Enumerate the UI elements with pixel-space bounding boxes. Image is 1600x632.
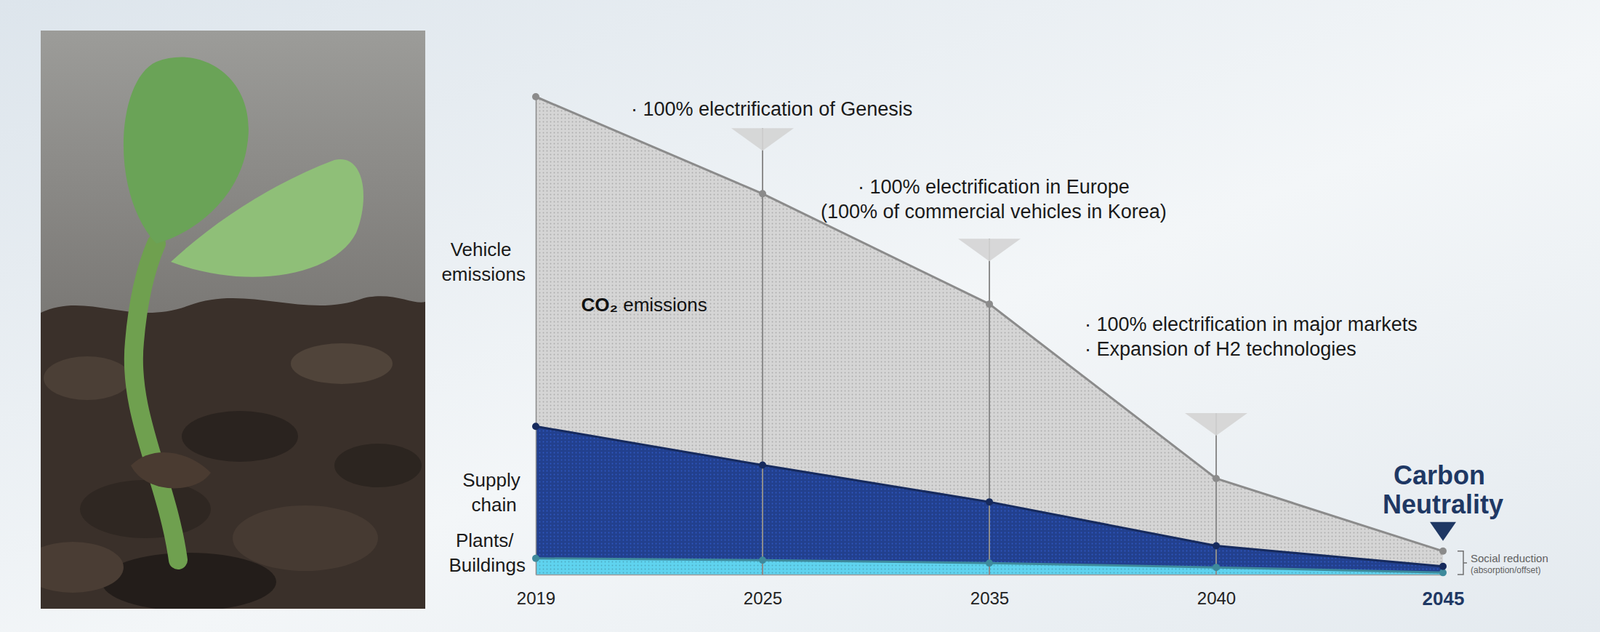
background [0, 0, 1600, 632]
y-axis-line [535, 97, 538, 576]
annotations: · 100% electrification of Genesis · 100% … [630, 98, 1418, 575]
x-tick-label: 2045 [1422, 587, 1465, 610]
x-tick: 2040 [1197, 574, 1236, 608]
point [1212, 474, 1220, 482]
sprout-stem [133, 243, 179, 560]
milestone-line [1215, 412, 1217, 575]
point [1439, 547, 1447, 555]
point [985, 497, 994, 506]
point [532, 554, 540, 562]
point [532, 93, 540, 101]
x-tick: 2045 [1422, 574, 1465, 610]
point [1212, 542, 1220, 550]
points [532, 93, 1447, 576]
milestone-marker [731, 127, 794, 151]
milestone-line [988, 238, 991, 575]
plot-area [535, 96, 1443, 575]
point [985, 559, 994, 567]
area-label: CO₂ emissions [580, 293, 707, 316]
soil-clump [40, 541, 124, 593]
point [758, 556, 767, 564]
milestone-marker [1184, 412, 1248, 436]
offset-note: Social reduction [1470, 551, 1549, 565]
soil-clump [334, 443, 422, 488]
series-labels: Plants/ Buildings Supply chain Vehicle emi… [441, 238, 526, 576]
milestone-text: · 100% electrification in Europe [857, 175, 1130, 198]
point [985, 300, 994, 308]
photo-background [40, 30, 426, 609]
offset-note: (absorption/offset) [1470, 564, 1542, 576]
series-label: Vehicle emissions [441, 238, 526, 285]
milestone-text: · 100% electrification in major markets [1084, 313, 1418, 336]
soil-clump [101, 552, 277, 609]
photo [40, 30, 426, 609]
offset-bracket [1457, 551, 1467, 575]
point [758, 189, 767, 198]
milestone-marker [958, 238, 1021, 261]
series-label: Plants/ Buildings [448, 529, 526, 576]
series-label: Supply chain [462, 468, 526, 516]
sprout-leaf [123, 57, 249, 244]
point [1212, 563, 1220, 571]
soil-clump [43, 356, 131, 400]
x-tick-label: 2035 [970, 588, 1009, 608]
soil-clump [290, 343, 393, 384]
x-tick-label: 2025 [743, 588, 783, 608]
milestone-text: · 100% electrification of Genesis [630, 98, 913, 120]
soil-clump [232, 505, 379, 571]
point [1439, 568, 1447, 576]
soil-clump [130, 452, 211, 488]
point [1439, 562, 1447, 570]
soil-clump [79, 479, 211, 538]
x-tick: 2025 [743, 574, 783, 608]
point [758, 461, 767, 469]
x-tick: 2019 [516, 574, 556, 608]
x-axis: 2019 2025 2035 2040 2045 [516, 574, 1465, 610]
target-label: Carbon Neutrality [1382, 460, 1504, 520]
milestone-text: (100% of commercial vehicles in Korea) [820, 200, 1167, 223]
x-tick: 2035 [970, 574, 1009, 608]
x-tick-label: 2040 [1197, 588, 1236, 608]
milestone-text: · Expansion of H2 technologies [1084, 338, 1357, 360]
x-tick-label: 2019 [516, 588, 556, 608]
point [532, 422, 540, 430]
y-axis [535, 97, 537, 576]
target-arrow [1429, 521, 1457, 541]
soil-clump [181, 410, 299, 462]
